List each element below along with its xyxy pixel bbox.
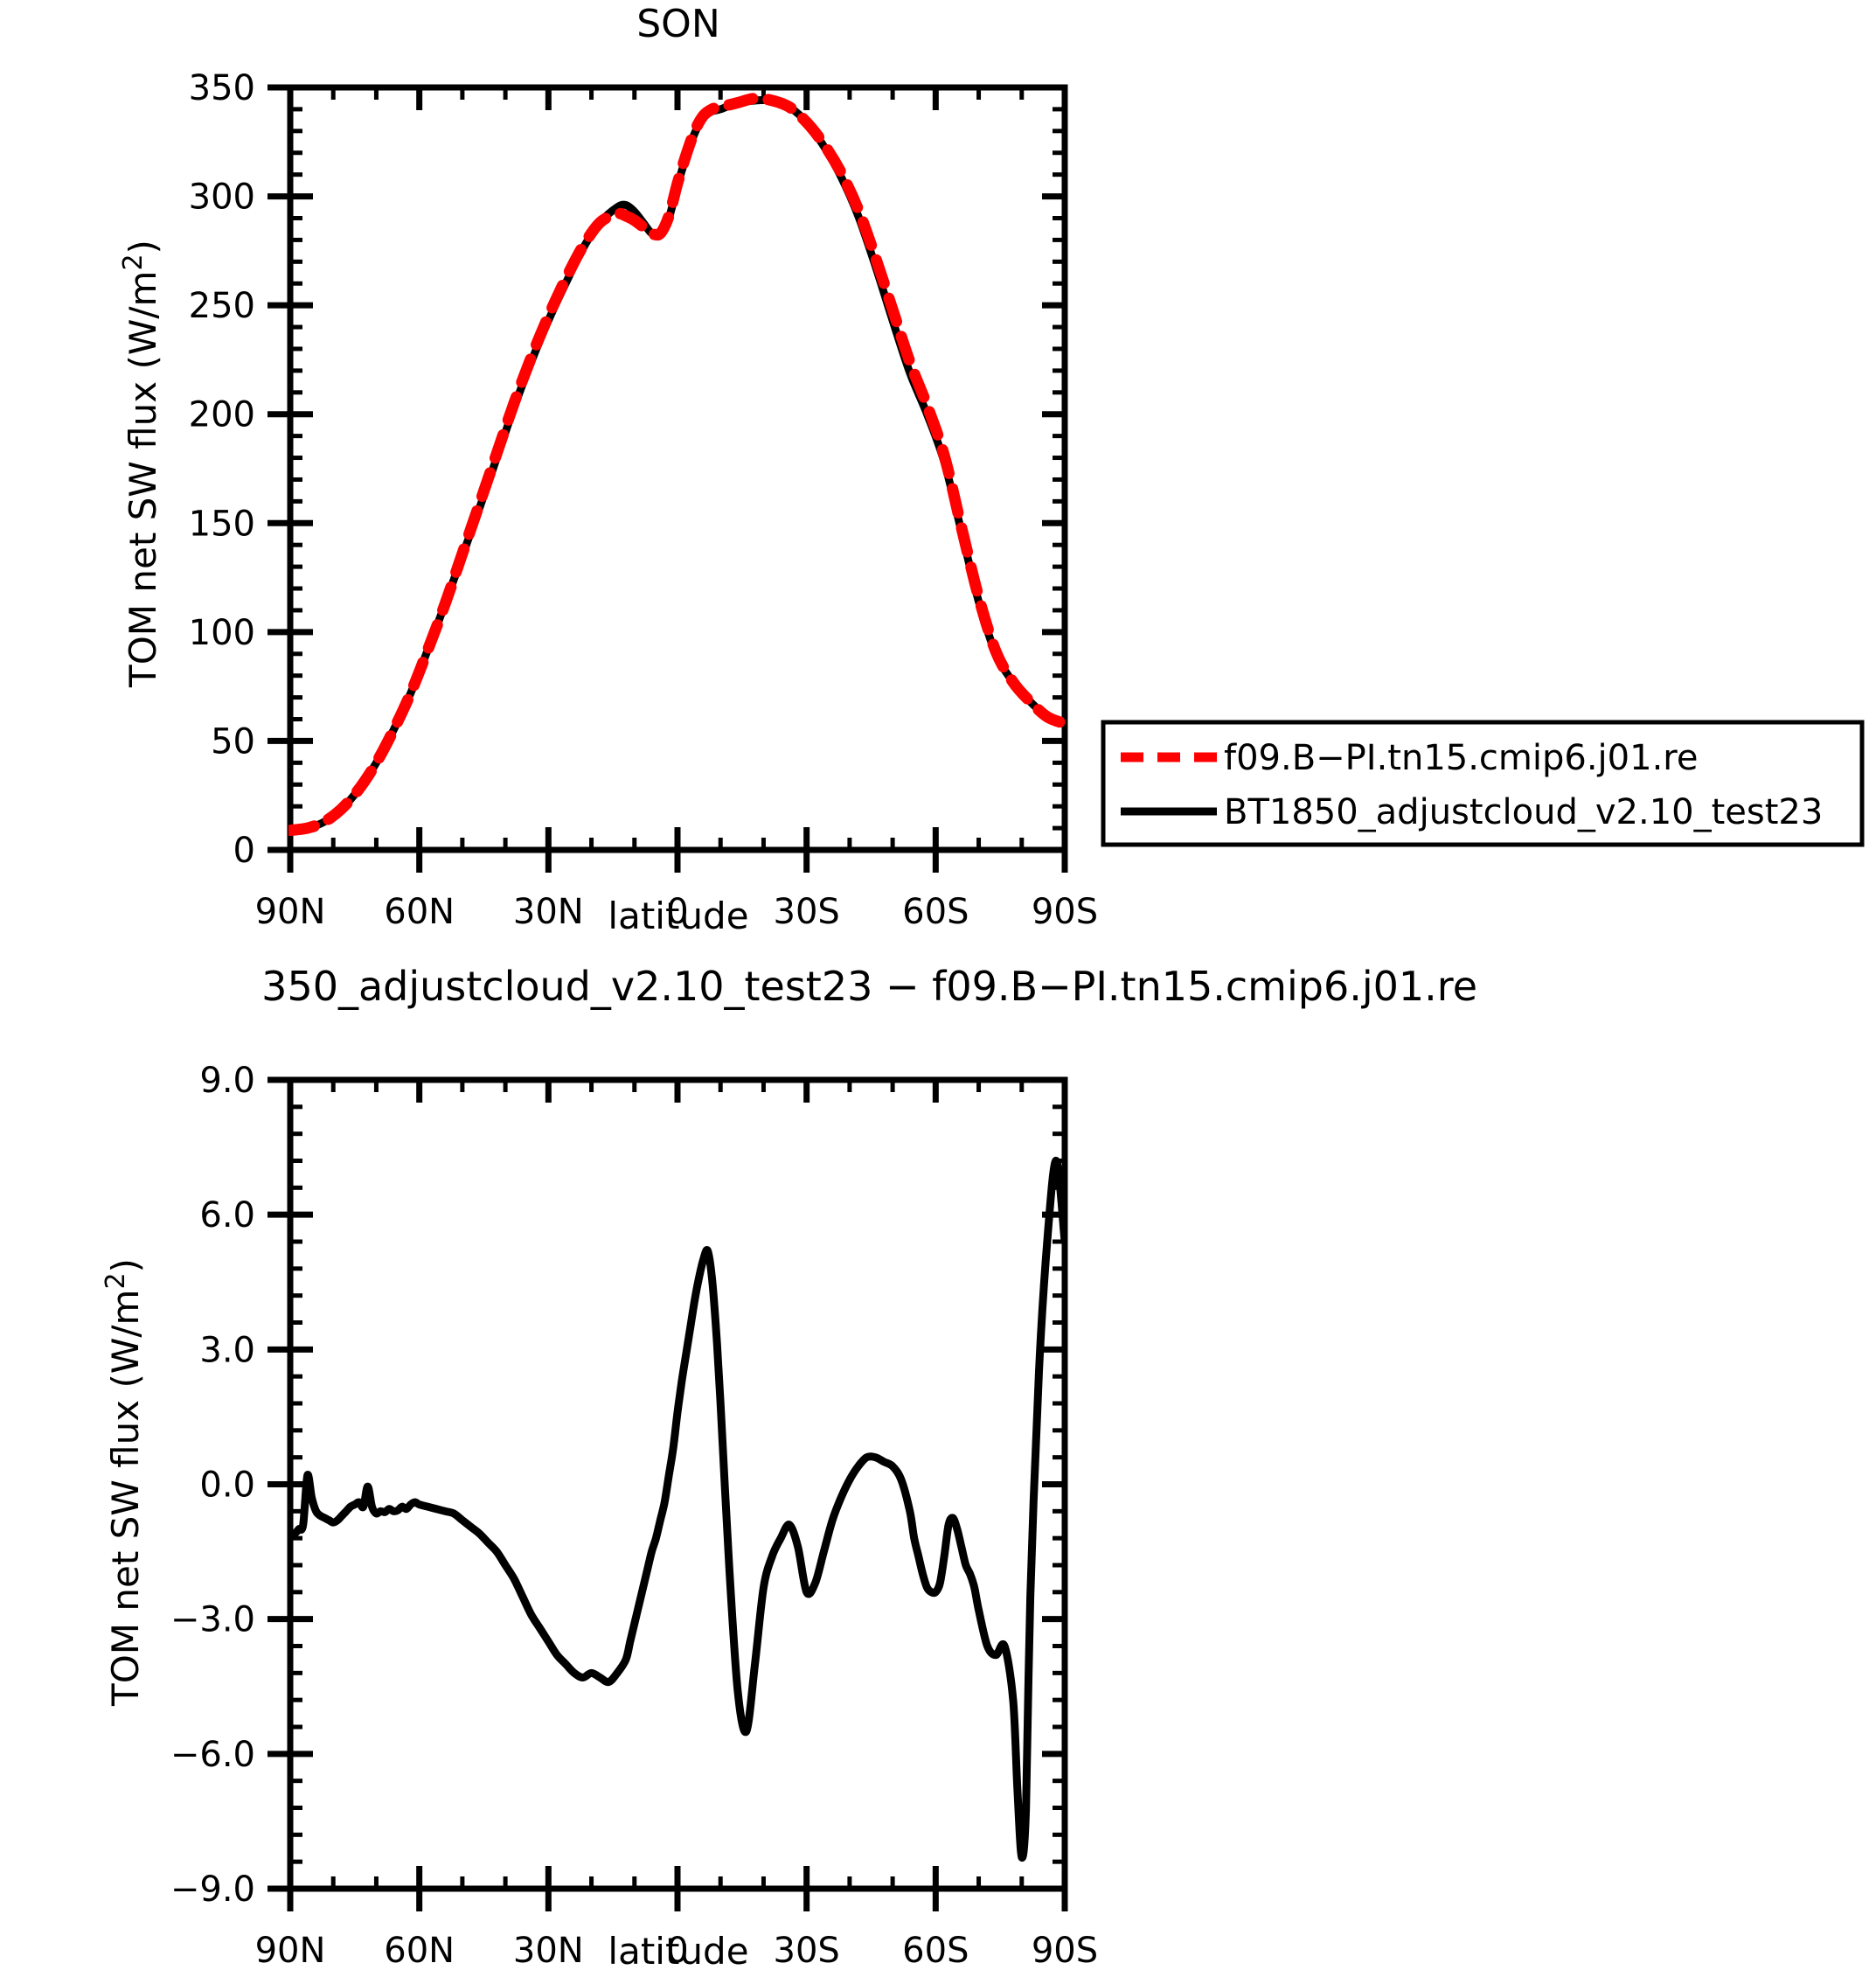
- y-tick-label: 6.0: [199, 1195, 255, 1236]
- x-tick-label: 30N: [513, 1931, 584, 1971]
- difference-title-wrap: 350_adjustcloud_v2.10_test23 − f09.B−PI.…: [0, 958, 1486, 1011]
- y-tick-label: 3.0: [199, 1330, 255, 1370]
- y-tick-label: 350: [189, 68, 255, 108]
- series-line: [288, 92, 1067, 837]
- y-tick-label: −6.0: [170, 1735, 255, 1775]
- plot-title: SON: [636, 2, 719, 46]
- x-tick-label: 60S: [902, 892, 969, 932]
- y-tick-label: −9.0: [170, 1869, 255, 1910]
- series-line: [288, 1156, 1067, 1862]
- x-tick-label: 90S: [1032, 1931, 1098, 1971]
- x-tick-label: 60N: [384, 892, 455, 932]
- legend-box: [1101, 720, 1865, 847]
- y-tick-label: 200: [189, 395, 255, 435]
- y-tick-label: 150: [189, 504, 255, 544]
- x-tick-label: 0: [666, 892, 688, 932]
- x-tick-label: 0: [666, 1931, 688, 1971]
- x-tick-label: 60S: [902, 1931, 969, 1971]
- top-panel-svg: SON 90N 60N 30N 0 30S 60S 90S 0 50 100 150 200 250 3…: [118, 2, 1865, 937]
- x-tick-label: 30S: [774, 892, 840, 932]
- y-axis-title: TOM net SW flux (W/m2): [118, 240, 164, 688]
- x-tick-label: 90S: [1032, 892, 1098, 932]
- difference-panel: 90N 60N 30N 0 30S 60S 90S −9.0 −6.0 −3.0 0.0 3.0 6.…: [0, 1014, 1876, 1977]
- x-axis-title: latitude: [608, 1930, 748, 1973]
- difference-panel-svg: 90N 60N 30N 0 30S 60S 90S −9.0 −6.0 −3.0 0.0 3.0 6.…: [101, 1061, 1099, 1973]
- top-panel-axes: [268, 84, 1068, 873]
- legend: f09.B−PI.tn15.cmip6.j01.re BT1850_adjust…: [1101, 720, 1865, 847]
- x-tick-label: 30N: [513, 892, 584, 932]
- y-tick-label: −3.0: [170, 1600, 255, 1640]
- y-tick-label: 100: [189, 613, 255, 653]
- y-tick-label: 0.0: [199, 1465, 255, 1506]
- x-axis-title: latitude: [608, 895, 748, 937]
- difference-panel-x-tick-labels: 90N 60N 30N 0 30S 60S 90S: [255, 1931, 1099, 1971]
- difference-panel-curves: [288, 1156, 1067, 1862]
- top-panel: SON 90N 60N 30N 0 30S 60S 90S 0 50 100 150 200 250 3…: [0, 0, 1876, 953]
- x-tick-label: 60N: [384, 1931, 455, 1971]
- y-tick-label: 50: [211, 721, 255, 762]
- y-axis-title: TOM net SW flux (W/m2): [101, 1258, 147, 1707]
- y-tick-label: 250: [189, 286, 255, 326]
- top-panel-y-tick-labels: 0 50 100 150 200 250 300 350: [189, 68, 255, 871]
- y-tick-label: 300: [189, 178, 255, 218]
- x-tick-label: 90N: [255, 892, 326, 932]
- y-tick-label: 0: [233, 831, 255, 871]
- y-tick-label: 9.0: [199, 1061, 255, 1101]
- top-panel-x-tick-labels: 90N 60N 30N 0 30S 60S 90S: [255, 892, 1099, 932]
- difference-panel-axes: [268, 1076, 1068, 1911]
- difference-panel-y-tick-labels: −9.0 −6.0 −3.0 0.0 3.0 6.0 9.0: [170, 1061, 255, 1910]
- x-tick-label: 30S: [774, 1931, 840, 1971]
- legend-label-0: f09.B−PI.tn15.cmip6.j01.re: [1224, 738, 1698, 778]
- legend-label-1: BT1850_adjustcloud_v2.10_test23: [1224, 792, 1823, 832]
- difference-title-svg: 350_adjustcloud_v2.10_test23 − f09.B−PI.…: [261, 963, 1477, 1010]
- top-panel-curves: [288, 92, 1067, 837]
- difference-title: 350_adjustcloud_v2.10_test23 − f09.B−PI.…: [261, 963, 1477, 1010]
- x-tick-label: 90N: [255, 1931, 326, 1971]
